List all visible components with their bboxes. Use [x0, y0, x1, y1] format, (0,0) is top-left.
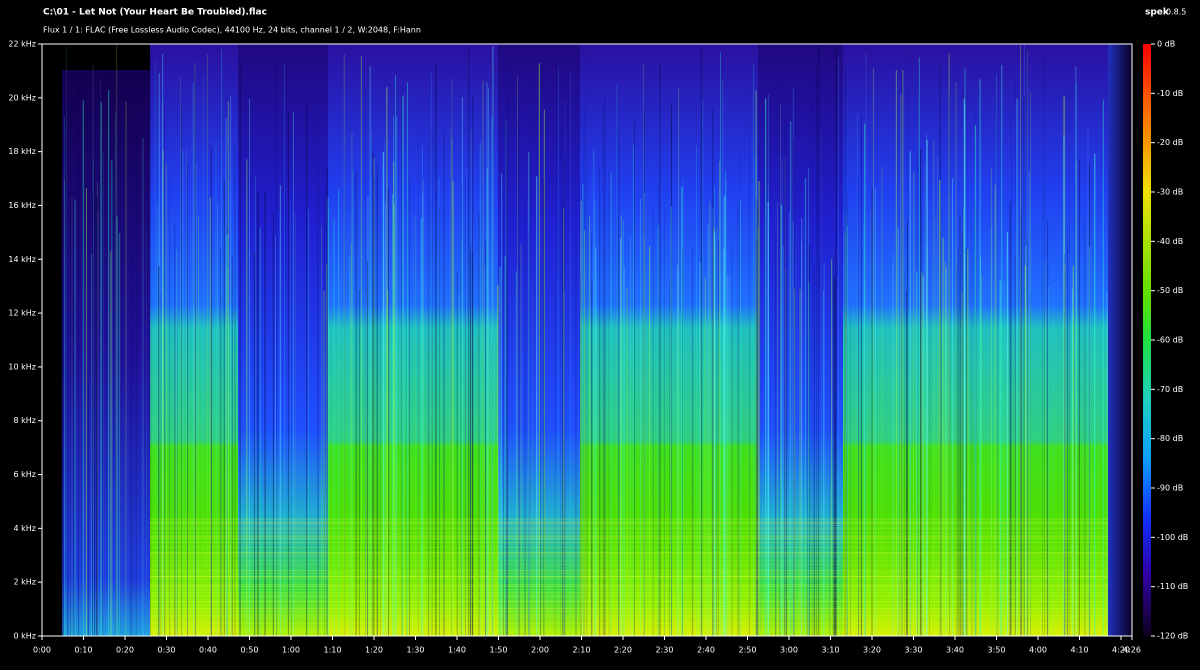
time-label: 1:30	[407, 646, 425, 655]
app-name: spek	[1145, 8, 1170, 18]
level-label: -70 dB	[1157, 385, 1183, 394]
time-label: 4:26	[1123, 646, 1141, 655]
level-label: -10 dB	[1157, 89, 1183, 98]
time-label: 1:20	[365, 646, 383, 655]
time-label: 3:40	[946, 646, 964, 655]
level-label: -90 dB	[1157, 484, 1183, 493]
time-label: 2:10	[573, 646, 591, 655]
stream-info: Flux 1 / 1: FLAC (Free Lossless Audio Co…	[43, 26, 421, 35]
level-label: -110 dB	[1157, 582, 1188, 591]
frequency-label: 6 kHz	[14, 470, 36, 479]
section	[580, 44, 758, 636]
frequency-label: 8 kHz	[14, 416, 36, 425]
time-label: 2:20	[614, 646, 632, 655]
frequency-label: 20 kHz	[8, 93, 36, 102]
time-label: 3:50	[988, 646, 1006, 655]
frequency-label: 10 kHz	[8, 362, 36, 371]
section	[238, 44, 328, 636]
outro-region	[1108, 44, 1132, 636]
section	[843, 44, 1108, 636]
frequency-label: 22 kHz	[8, 40, 36, 49]
time-label: 4:10	[1071, 646, 1089, 655]
app-version: 0.8.5	[1166, 8, 1186, 17]
time-label: 0:50	[241, 646, 259, 655]
time-label: 1:50	[490, 646, 508, 655]
section	[150, 44, 238, 636]
time-label: 4:20	[1112, 646, 1130, 655]
level-label: -80 dB	[1157, 434, 1183, 443]
spectrogram	[42, 44, 1132, 636]
frequency-label: 4 kHz	[14, 524, 36, 533]
level-label: -100 dB	[1157, 533, 1188, 542]
level-label: -20 dB	[1157, 138, 1183, 147]
frequency-label: 18 kHz	[8, 147, 36, 156]
time-label: 3:10	[822, 646, 840, 655]
time-label: 2:40	[697, 646, 715, 655]
level-label: -60 dB	[1157, 336, 1183, 345]
plot-frame	[41, 43, 1133, 637]
level-label: -120 dB	[1157, 632, 1188, 641]
time-label: 3:30	[905, 646, 923, 655]
intro-region	[62, 70, 150, 636]
time-label: 1:10	[324, 646, 342, 655]
level-label: -50 dB	[1157, 286, 1183, 295]
level-label: 0 dB	[1157, 40, 1175, 49]
frequency-label: 2 kHz	[14, 578, 36, 587]
frequency-label: 0 kHz	[14, 632, 36, 641]
time-label: 0:40	[199, 646, 217, 655]
time-label: 0:00	[33, 646, 51, 655]
level-label: -30 dB	[1157, 188, 1183, 197]
time-label: 2:50	[739, 646, 757, 655]
time-label: 3:00	[780, 646, 798, 655]
level-label: -40 dB	[1157, 237, 1183, 246]
time-label: 2:00	[531, 646, 549, 655]
section	[328, 44, 498, 636]
axes: 22 kHz 20 kHz 18 kHz 16 kHz 14 kHz 12 kHz 10 k…	[8, 40, 1188, 655]
section	[758, 44, 843, 636]
frequency-label: 12 kHz	[8, 309, 36, 318]
time-label: 3:20	[863, 646, 881, 655]
time-label: 4:00	[1029, 646, 1047, 655]
time-label: 1:40	[448, 646, 466, 655]
time-label: 2:30	[656, 646, 674, 655]
frequency-label: 16 kHz	[8, 201, 36, 210]
file-title: C:\01 - Let Not (Your Heart Be Troubled)…	[43, 8, 267, 18]
time-label: 0:20	[116, 646, 134, 655]
time-label: 0:10	[75, 646, 93, 655]
time-label: 0:30	[158, 646, 176, 655]
level-colorbar	[1143, 44, 1151, 636]
frequency-label: 14 kHz	[8, 255, 36, 264]
time-label: 1:00	[282, 646, 300, 655]
